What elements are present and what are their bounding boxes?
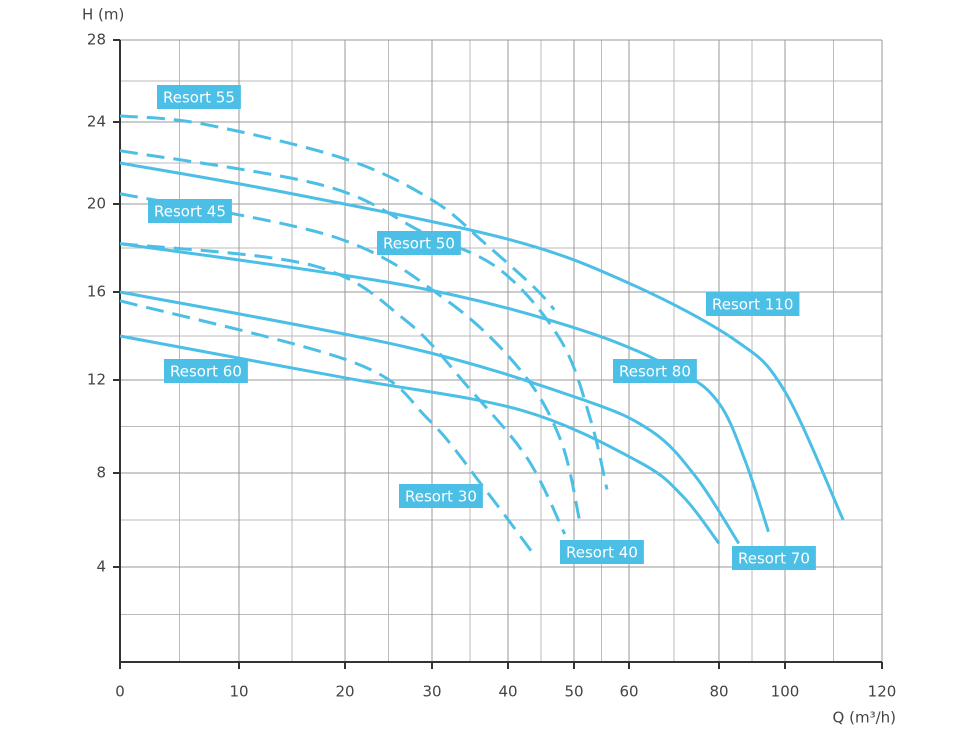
curve-label-box xyxy=(399,484,483,508)
x-tick-label: 30 xyxy=(422,683,441,701)
pump-curve xyxy=(119,334,721,545)
x-tick-label: 100 xyxy=(771,683,800,701)
x-tick-label: 50 xyxy=(564,683,583,701)
curve-label-box xyxy=(148,199,232,223)
pump-curve xyxy=(119,161,845,521)
y-axis-label: H (m) xyxy=(82,6,124,24)
curve-label: Resort 45 xyxy=(154,203,226,221)
x-tick-label: 120 xyxy=(868,683,897,701)
pump-curve xyxy=(119,242,567,535)
curve-label: Resort 110 xyxy=(712,296,793,314)
pump-curve xyxy=(119,242,770,533)
y-tick-label: 4 xyxy=(96,558,106,576)
x-tick-label: 20 xyxy=(335,683,354,701)
y-tick-label: 8 xyxy=(96,464,106,482)
pump-curve xyxy=(119,114,556,311)
pump-curve xyxy=(119,149,609,490)
curve-label: Resort 40 xyxy=(566,544,638,562)
x-tick-label: 80 xyxy=(709,683,728,701)
curve-label-box xyxy=(157,85,241,109)
curve-label: Resort 80 xyxy=(619,363,691,381)
x-tick-label: 40 xyxy=(498,683,517,701)
curve-label: Resort 55 xyxy=(163,89,235,107)
y-tick-label: 24 xyxy=(87,113,106,131)
curve-label: Resort 60 xyxy=(170,363,242,381)
curve-label: Resort 50 xyxy=(383,235,455,253)
curve-label: Resort 70 xyxy=(738,550,810,568)
x-tick-label: 60 xyxy=(619,683,638,701)
y-tick-label: 20 xyxy=(87,195,106,213)
x-tick-label: 0 xyxy=(115,683,125,701)
curve-label-box xyxy=(377,231,461,255)
x-axis-label: Q (m³/h) xyxy=(833,709,896,727)
curve-label-box xyxy=(732,546,816,570)
y-tick-label: 28 xyxy=(87,31,106,49)
y-tick-label: 16 xyxy=(87,283,106,301)
curve-label-box xyxy=(560,540,644,564)
curve-label-box xyxy=(706,292,800,316)
pump-curve xyxy=(119,299,536,557)
curve-label-box xyxy=(164,359,248,383)
x-tick-label: 10 xyxy=(229,683,248,701)
curve-label: Resort 30 xyxy=(405,488,477,506)
curve-label-box xyxy=(613,359,697,383)
pump-curve xyxy=(119,290,741,545)
y-tick-label: 12 xyxy=(87,371,106,389)
pump-curve xyxy=(119,192,581,521)
